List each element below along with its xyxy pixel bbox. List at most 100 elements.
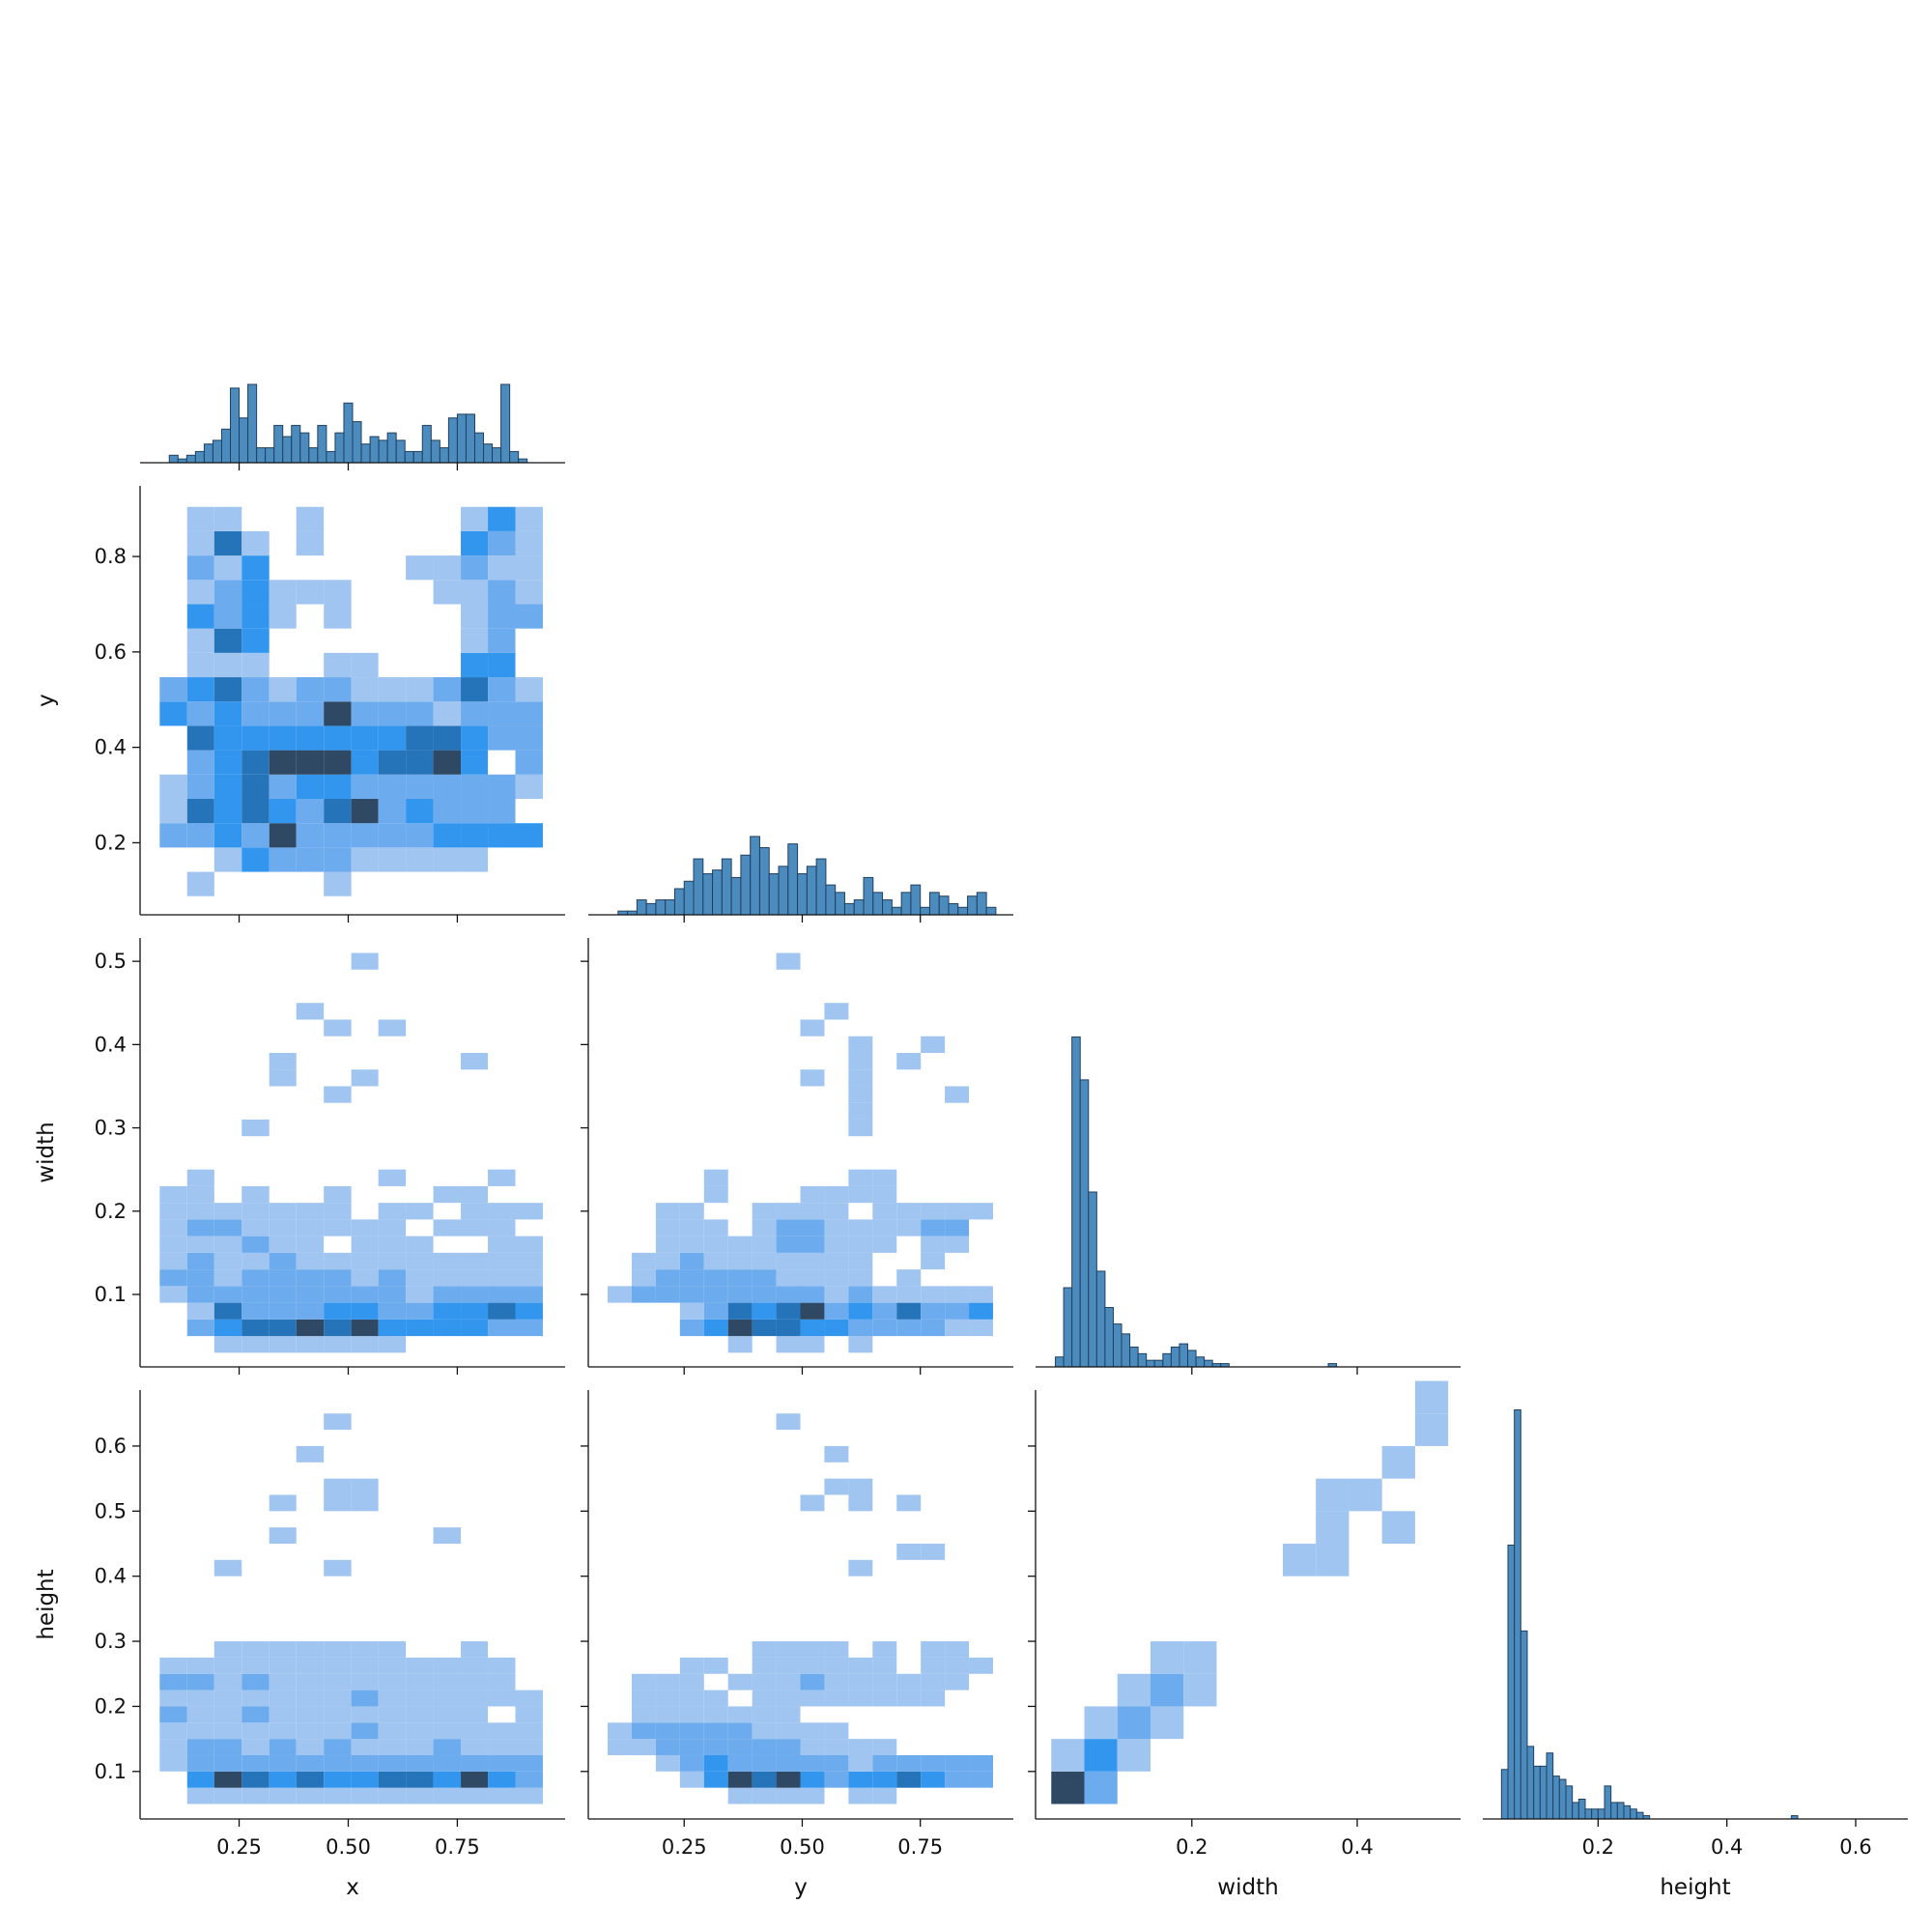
- heatmap-cell: [213, 530, 242, 556]
- heatmap-cell: [679, 1252, 704, 1270]
- heatmap-cell: [269, 701, 297, 726]
- heatmap-cell: [461, 1722, 489, 1740]
- histogram-bar: [412, 450, 423, 464]
- heatmap-cell: [406, 1319, 434, 1337]
- heatmap-cell: [752, 1252, 777, 1270]
- heatmap-cell: [679, 1203, 704, 1220]
- heatmap-cell: [186, 555, 214, 581]
- heatmap-cell: [433, 1690, 462, 1707]
- heatmap-cell: [351, 1657, 379, 1674]
- heatmap-cell: [752, 1722, 777, 1740]
- heatmap-cell: [461, 1269, 489, 1287]
- heatmap-cell: [679, 1673, 704, 1690]
- heatmap-cell: [269, 1052, 297, 1070]
- heatmap-cell: [752, 1269, 777, 1287]
- heatmap-cell: [461, 750, 489, 775]
- heatmap-cell: [324, 677, 352, 702]
- heatmap-cell: [800, 1219, 825, 1236]
- heatmap-cell: [921, 1544, 946, 1560]
- histogram-bar: [343, 402, 354, 464]
- heatmap-cell: [378, 1706, 407, 1723]
- heatmap-cell: [703, 1169, 728, 1186]
- heatmap-cell: [872, 1673, 897, 1690]
- heatmap-cell: [351, 1690, 379, 1707]
- heatmap-cell: [488, 1169, 516, 1186]
- heatmap-cell: [776, 1641, 801, 1658]
- heatmap-cell: [242, 1690, 270, 1707]
- histogram-bar: [1153, 1359, 1164, 1368]
- histogram-bar: [1604, 1785, 1612, 1820]
- heatmap-cell: [945, 1673, 970, 1690]
- heatmap-cell: [488, 1302, 516, 1320]
- heatmap-cell: [727, 1302, 753, 1320]
- heatmap-cell: [703, 1302, 728, 1320]
- heatmap-cell: [969, 1203, 993, 1220]
- heatmap-cell: [242, 823, 270, 848]
- histogram-bar: [378, 440, 388, 464]
- heatmap-cell: [242, 1641, 270, 1658]
- x-tick-label: 0.4: [1711, 1835, 1743, 1859]
- histogram-bar: [439, 447, 449, 464]
- heatmap-cell: [727, 1739, 753, 1755]
- heatmap-cell: [655, 1722, 680, 1740]
- heatmap-cell: [727, 1673, 753, 1690]
- heatmap-cell: [186, 580, 214, 605]
- heatmap-cell: [921, 1641, 946, 1658]
- heatmap-cell: [848, 1336, 873, 1353]
- heatmap-cell: [1084, 1706, 1118, 1740]
- histogram-bar: [1187, 1350, 1197, 1368]
- heatmap-cell: [488, 1269, 516, 1287]
- heatmap-cell: [848, 1219, 873, 1236]
- heatmap-cell: [296, 1319, 325, 1337]
- heatmap-cell: [324, 1478, 352, 1495]
- histogram-bar: [778, 866, 789, 916]
- heatmap-cell: [461, 1771, 489, 1788]
- heatmap-cell: [378, 1657, 407, 1674]
- heatmap-cell: [159, 1754, 187, 1772]
- heatmap-cell: [406, 1286, 434, 1303]
- heatmap-cell: [727, 1754, 753, 1772]
- heatmap-cell: [213, 1722, 242, 1740]
- heatmap-cell: [159, 1706, 187, 1723]
- heatmap-cell: [378, 1754, 407, 1772]
- histogram-bar: [456, 413, 467, 464]
- heatmap-cell: [1084, 1739, 1118, 1772]
- heatmap-cell: [872, 1185, 897, 1204]
- histogram-bar: [203, 443, 213, 464]
- heatmap-cell: [242, 798, 270, 824]
- heatmap-cell: [515, 580, 543, 605]
- heatmap-cell: [776, 1771, 801, 1788]
- histogram-bar: [806, 866, 817, 916]
- heatmap-cell: [296, 1219, 325, 1236]
- heatmap-cell: [242, 1302, 270, 1320]
- heatmap-cell: [159, 1286, 187, 1303]
- heatmap-cell: [1316, 1511, 1350, 1545]
- heatmap-cell: [776, 1690, 801, 1707]
- heatmap-cell: [488, 1690, 516, 1707]
- heatmap-cell: [242, 1722, 270, 1740]
- heatmap-cell: [872, 1690, 897, 1707]
- histogram-bar: [1112, 1323, 1122, 1368]
- heatmap-cell: [945, 1319, 970, 1337]
- heatmap-cell: [727, 1319, 753, 1337]
- x-tick-label: 0.25: [216, 1835, 262, 1859]
- heatmap-cell: [242, 555, 270, 581]
- heatmap-cell: [776, 1219, 801, 1236]
- heatmap-cell: [488, 1787, 516, 1804]
- histogram-bar: [1597, 1808, 1605, 1820]
- heatmap-cell: [269, 1673, 297, 1690]
- heatmap-cell: [186, 652, 214, 678]
- heatmap-cell: [378, 1302, 407, 1320]
- heatmap-cell: [848, 1319, 873, 1337]
- heatmap-cell: [515, 1690, 543, 1707]
- y-tick-label: 0.4: [95, 736, 127, 759]
- heatmap-cell: [269, 1252, 297, 1270]
- heatmap-cell: [727, 1286, 753, 1303]
- heatmap-cell: [921, 1036, 946, 1053]
- heatmap-cell: [515, 725, 543, 751]
- x-tick-label: 0.6: [1839, 1835, 1871, 1859]
- histogram-bar: [1146, 1359, 1155, 1368]
- heatmap-cell: [679, 1657, 704, 1674]
- heatmap-cell: [921, 1690, 946, 1707]
